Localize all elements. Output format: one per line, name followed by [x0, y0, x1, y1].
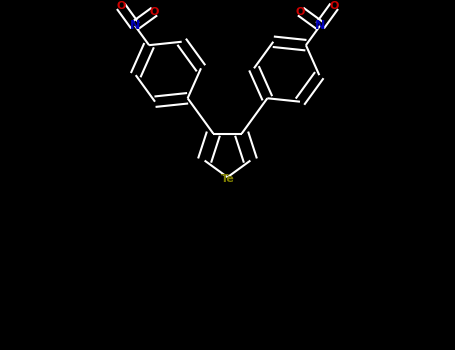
Text: O: O: [116, 1, 126, 11]
Text: O: O: [329, 1, 339, 11]
Text: Te: Te: [221, 174, 234, 183]
Text: O: O: [296, 7, 305, 16]
Text: N: N: [130, 19, 140, 32]
Text: O: O: [150, 7, 159, 16]
Text: N: N: [315, 19, 325, 32]
